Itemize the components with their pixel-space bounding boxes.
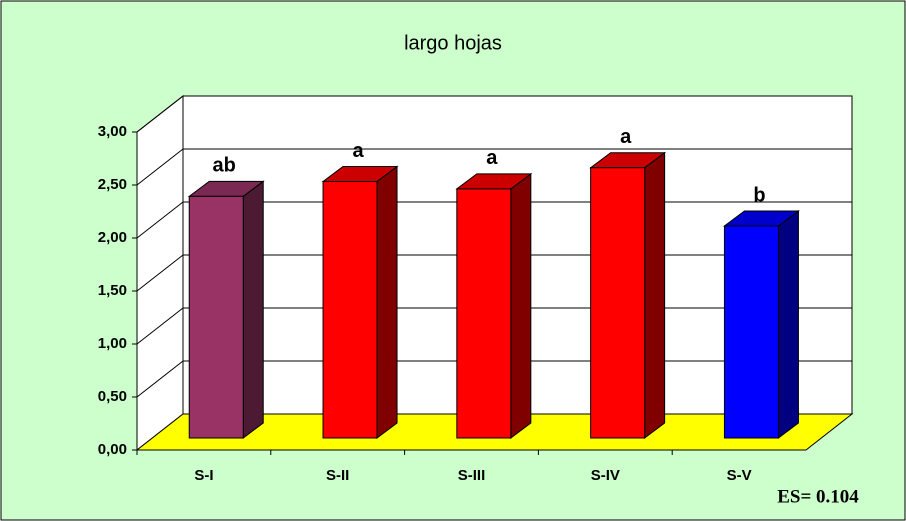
- grid-line: [136, 148, 184, 186]
- chart-title: largo hojas: [404, 32, 502, 54]
- bar: [723, 225, 779, 439]
- x-tick-label: S-III: [458, 467, 486, 484]
- grid-line: [136, 254, 184, 292]
- y-tick-label: 0,50: [98, 388, 127, 405]
- y-tick-label: 1,00: [98, 335, 127, 352]
- grid-line: [136, 360, 184, 398]
- y-tick-label: 0,00: [98, 441, 127, 458]
- bar-side: [510, 172, 532, 440]
- bar-letter: ab: [213, 155, 236, 177]
- bar-letter: a: [486, 147, 498, 169]
- y-tick-label: 3,00: [98, 123, 127, 140]
- annotation: ES= 0.104: [777, 486, 859, 507]
- x-tick-label: S-I: [194, 467, 213, 484]
- bar-side: [644, 151, 666, 439]
- bar-side: [777, 210, 799, 439]
- y-tick-label: 1,50: [98, 282, 127, 299]
- grid-line: [136, 95, 184, 133]
- bar: [456, 188, 512, 439]
- x-tick-label: S-IV: [591, 467, 620, 484]
- x-tick-label: S-II: [326, 467, 349, 484]
- bar-letter: b: [753, 184, 765, 206]
- bar: [590, 167, 646, 439]
- x-tick-label: S-V: [727, 467, 752, 484]
- bar-letter: a: [352, 140, 364, 162]
- bar-letter: a: [620, 126, 632, 148]
- grid-line: [136, 201, 184, 239]
- bar-side: [376, 165, 398, 439]
- y-tick-label: 2,50: [98, 176, 127, 193]
- y-tick-label: 2,00: [98, 229, 127, 246]
- bar: [322, 180, 378, 439]
- grid-line: [136, 307, 184, 345]
- bar-side: [242, 180, 264, 439]
- bar: [188, 195, 244, 439]
